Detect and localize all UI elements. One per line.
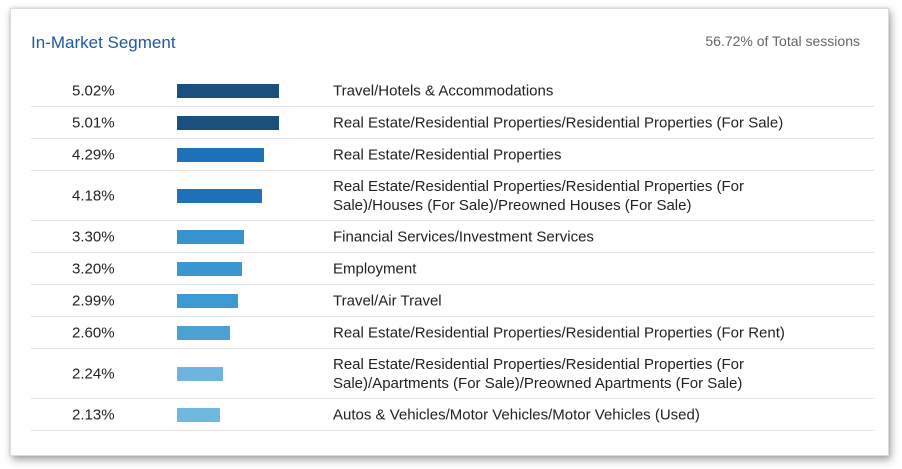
segment-bar [177,325,230,340]
segment-bar-track [177,293,279,308]
segment-row: 3.30% Financial Services/Investment Servi… [31,221,874,253]
segment-bar [177,229,245,244]
segment-row: 5.01% Real Estate/Residential Properties/… [31,107,874,139]
segment-bar-track [177,407,279,422]
segment-percentage: 3.30% [72,228,115,245]
segment-bar [177,188,262,203]
segment-bar-track [177,115,279,130]
segment-list: 5.02% Travel/Hotels & Accommodations 5.01%… [31,75,874,431]
card-title: In-Market Segment [31,33,176,52]
segment-bar-track [177,229,279,244]
segment-bar [177,407,221,422]
segment-percentage: 2.60% [72,324,115,341]
segment-percentage: 4.18% [72,187,115,204]
segment-label: Travel/Air Travel [333,292,442,309]
segment-label: Employment [333,260,417,277]
segment-percentage: 4.29% [72,146,115,163]
segment-percentage: 2.13% [72,406,115,423]
total-sessions-summary: 56.72% of Total sessions [705,33,860,49]
segment-row: 2.24% Real Estate/Residential Properties/… [31,349,874,399]
segment-bar [177,83,279,98]
segment-row: 2.99% Travel/Air Travel [31,285,874,317]
segment-label: Real Estate/Residential Properties/Resid… [333,177,745,214]
segment-bar [177,366,223,381]
segment-row: 2.60% Real Estate/Residential Properties/… [31,317,874,349]
segment-percentage: 2.99% [72,292,115,309]
segment-label: Travel/Hotels & Accommodations [333,82,554,99]
segment-percentage: 5.02% [72,82,115,99]
segment-bar [177,293,238,308]
segment-percentage: 2.24% [72,365,115,382]
segment-bar [177,147,265,162]
segment-row: 4.18% Real Estate/Residential Properties/… [31,171,874,221]
segment-bar-track [177,366,279,381]
segment-label: Autos & Vehicles/Motor Vehicles/Motor Ve… [333,406,700,423]
segment-bar [177,115,279,130]
segment-bar-track [177,325,279,340]
segment-percentage: 3.20% [72,260,115,277]
segment-bar-track [177,83,279,98]
segment-row: 4.29% Real Estate/Residential Properties [31,139,874,171]
segment-row: 5.02% Travel/Hotels & Accommodations [31,75,874,107]
in-market-segment-card: In-Market Segment 56.72% of Total sessio… [10,8,889,456]
segment-label: Real Estate/Residential Properties/Resid… [333,114,784,131]
segment-percentage: 5.01% [72,114,115,131]
segment-label: Real Estate/Residential Properties [333,146,562,163]
segment-row: 2.13% Autos & Vehicles/Motor Vehicles/Mot… [31,399,874,431]
segment-bar-track [177,261,279,276]
segment-bar [177,261,243,276]
segment-bar-track [177,147,279,162]
segment-label: Real Estate/Residential Properties/Resid… [333,355,745,392]
segment-bar-track [177,188,279,203]
segment-label: Real Estate/Residential Properties/Resid… [333,324,785,341]
segment-row: 3.20% Employment [31,253,874,285]
segment-label: Financial Services/Investment Services [333,228,594,245]
